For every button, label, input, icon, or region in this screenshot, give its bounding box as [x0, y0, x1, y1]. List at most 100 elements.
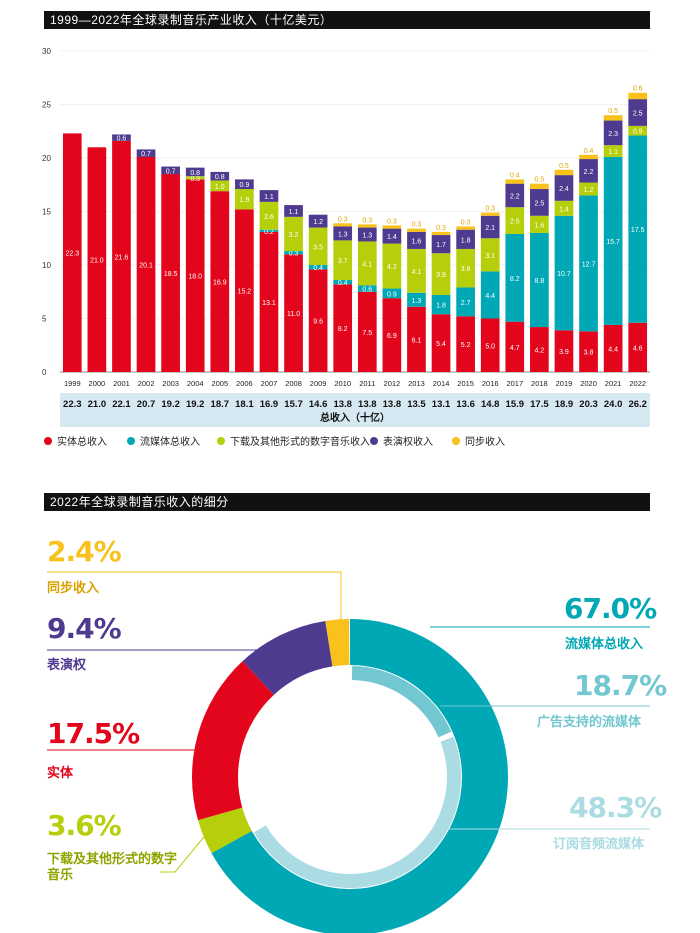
total-label: 20.3 [579, 399, 598, 410]
data-label-performance: 2.2 [584, 169, 594, 176]
data-label-physical: 18.0 [188, 274, 202, 281]
pct-ad-streaming: 18.7% [574, 669, 667, 702]
bar-segment-download [480, 238, 500, 272]
bar-segment-streaming [431, 294, 451, 315]
legend-item-streaming: 流媒体总收入 [127, 433, 200, 448]
bar-segment-download [210, 180, 230, 192]
bar-segment-sync [530, 183, 549, 190]
data-label-performance: 2.2 [510, 193, 520, 200]
bar-segment-physical [456, 316, 475, 372]
bar-segment-download [530, 215, 549, 233]
bar-segment-performance [333, 226, 353, 241]
bar-segment-sync [505, 179, 525, 184]
bar-segment-download [456, 248, 475, 288]
data-label-performance: 1.6 [412, 238, 422, 245]
data-label-streaming: 8.2 [510, 276, 520, 283]
bar-segment-download [284, 216, 303, 252]
bar-segment-streaming [284, 251, 303, 255]
x-axis-title: 总收入（十亿） [320, 411, 390, 424]
bar-segment-physical [431, 314, 451, 372]
x-tick-label: 2020 [580, 379, 597, 388]
x-tick-label: 2022 [629, 379, 646, 388]
bar-segment-performance [456, 229, 475, 249]
x-tick-label: 2007 [261, 379, 278, 388]
bar-segment-performance [603, 120, 623, 146]
leader-download [160, 819, 219, 873]
data-label-sync: 0.6 [633, 86, 643, 93]
x-tick-label: 2019 [556, 379, 573, 388]
y-tick-label: 25 [42, 101, 51, 110]
bar-segment-download [407, 248, 426, 293]
legend-item-download: 下载及其他形式的数字音乐收入 [217, 433, 370, 448]
bar-segment-streaming [456, 287, 475, 317]
bar-segment-performance [357, 227, 377, 242]
bar-segment-sync [554, 169, 574, 176]
x-tick-label: 2009 [310, 379, 327, 388]
legend-label-download: 下载及其他形式的数字音乐收入 [230, 437, 370, 448]
data-label-performance: 1.3 [338, 231, 348, 238]
data-label-physical: 4.7 [510, 345, 520, 352]
x-tick-label: 2001 [113, 379, 130, 388]
bar-segment-physical [185, 179, 205, 372]
bar-segment-sync [579, 154, 598, 160]
bar-segment-physical [308, 269, 328, 372]
y-tick-label: 0 [42, 368, 47, 377]
data-label-physical: 15.2 [238, 289, 252, 296]
data-label-physical: 11.0 [287, 311, 300, 318]
bar-segment-streaming [382, 288, 402, 299]
legend-label-sync: 同步收入 [465, 437, 505, 448]
bar-segment-performance [259, 190, 279, 202]
data-label-streaming: 0.4 [313, 265, 323, 272]
bar-segment-sync [333, 223, 353, 227]
data-label-download: 0.9 [633, 129, 643, 136]
total-label: 13.1 [432, 399, 451, 410]
x-tick-label: 2013 [408, 379, 425, 388]
chart1-title: 1999—2022年全球录制音乐产业收入（十亿美元） [50, 13, 333, 27]
data-label-performance: 0.8 [215, 174, 225, 181]
bar-segment-streaming [407, 292, 426, 307]
data-label-physical: 8.2 [338, 326, 348, 333]
bar-segment-performance [579, 159, 598, 183]
data-label-sync: 0.3 [338, 216, 348, 223]
bar-segment-physical [579, 331, 598, 372]
bar-segment-physical [603, 324, 623, 372]
bar-segment-performance [308, 214, 328, 228]
total-label: 24.0 [604, 399, 623, 410]
data-label-performance: 2.5 [633, 111, 643, 118]
pct-sync: 2.4% [47, 535, 122, 568]
bar-segment-performance [235, 179, 254, 190]
x-tick-label: 2011 [359, 379, 375, 388]
bar-segment-sync [628, 92, 648, 100]
bar-segment-physical [112, 140, 131, 372]
y-tick-label: 10 [42, 261, 51, 270]
bar-chart: 0 5 10 15 20 25 30 22.3 1999 22.3 21.0 2000 21.0 21.6… [42, 47, 650, 424]
bar-segment-performance [628, 99, 648, 126]
data-label-physical: 20.1 [139, 262, 153, 269]
bar-segment-physical [382, 298, 402, 372]
total-label: 22.1 [112, 399, 131, 410]
bar-segment-sync [603, 115, 623, 121]
y-tick-label: 20 [42, 154, 51, 163]
pct-performance: 9.4% [47, 612, 122, 645]
total-label: 14.6 [309, 399, 328, 410]
data-label-physical: 9.6 [313, 319, 323, 326]
data-label-physical: 3.8 [584, 350, 594, 357]
data-label-streaming: 1.8 [436, 303, 446, 310]
bar-segment-download [185, 176, 205, 180]
data-label-download: 3.7 [338, 258, 348, 265]
bar-segment-streaming [259, 229, 279, 232]
data-label-sync: 0.4 [510, 172, 520, 179]
bar-segment-download [357, 241, 377, 286]
label-streaming: 流媒体总收入 [565, 636, 644, 651]
x-tick-label: 2004 [187, 379, 204, 388]
total-label: 22.3 [63, 399, 82, 410]
pct-subscription-streaming: 48.3% [569, 791, 662, 824]
donut-segment-download [197, 807, 252, 854]
legend-dot-streaming [127, 436, 135, 445]
x-tick-label: 2014 [433, 379, 450, 388]
bar-segment-download [235, 189, 254, 210]
bar-segment-streaming [357, 285, 377, 292]
bar-segment-performance [185, 167, 205, 177]
data-label-sync: 0.5 [608, 108, 618, 115]
bar-segment-sync [382, 225, 402, 229]
